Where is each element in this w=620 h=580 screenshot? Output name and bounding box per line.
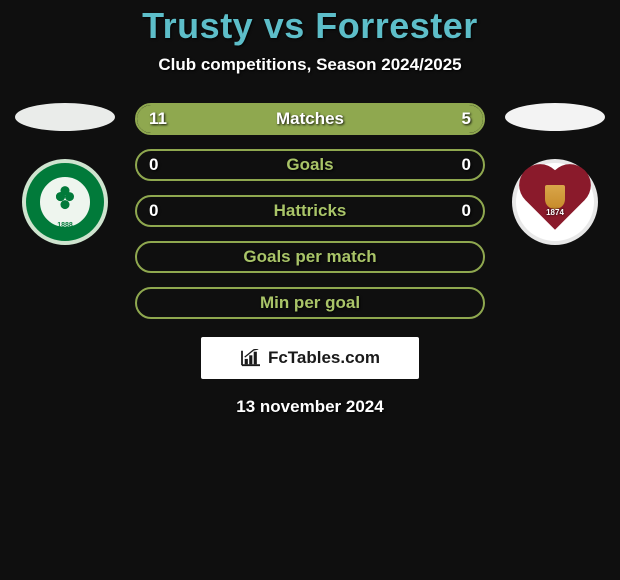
chart-icon: [240, 349, 262, 367]
stats-bars: 115Matches 00Goals 00Hattricks Goals per ma…: [135, 103, 485, 319]
stat-label: Goals: [137, 155, 483, 175]
brand-badge[interactable]: FcTables.com: [201, 337, 419, 379]
comparison-widget: Trusty vs Forrester Club competitions, S…: [0, 0, 620, 417]
stat-bar: 00Hattricks: [135, 195, 485, 227]
right-side: 1874: [505, 103, 605, 245]
right-club-crest: 1874: [512, 159, 598, 245]
left-club-crest: 1888: [22, 159, 108, 245]
stat-bar: 115Matches: [135, 103, 485, 135]
main-row: 1888 115Matches 00Goals 00Hattricks Goals p…: [0, 103, 620, 319]
page-title: Trusty vs Forrester: [0, 5, 620, 47]
subtitle: Club competitions, Season 2024/2025: [0, 55, 620, 75]
stat-label: Min per goal: [137, 293, 483, 313]
stat-label: Hattricks: [137, 201, 483, 221]
date-label: 13 november 2024: [0, 397, 620, 417]
clover-icon: [56, 192, 74, 210]
stat-label: Goals per match: [137, 247, 483, 267]
shield-icon: [545, 185, 565, 209]
stat-bar: 00Goals: [135, 149, 485, 181]
stat-bar: Goals per match: [135, 241, 485, 273]
stat-bar: Min per goal: [135, 287, 485, 319]
right-player-oval: [505, 103, 605, 131]
left-side: 1888: [15, 103, 115, 245]
brand-text: FcTables.com: [268, 348, 380, 368]
left-club-year: 1888: [26, 222, 104, 229]
left-player-oval: [15, 103, 115, 131]
stat-label: Matches: [137, 109, 483, 129]
right-club-year: 1874: [546, 208, 564, 217]
